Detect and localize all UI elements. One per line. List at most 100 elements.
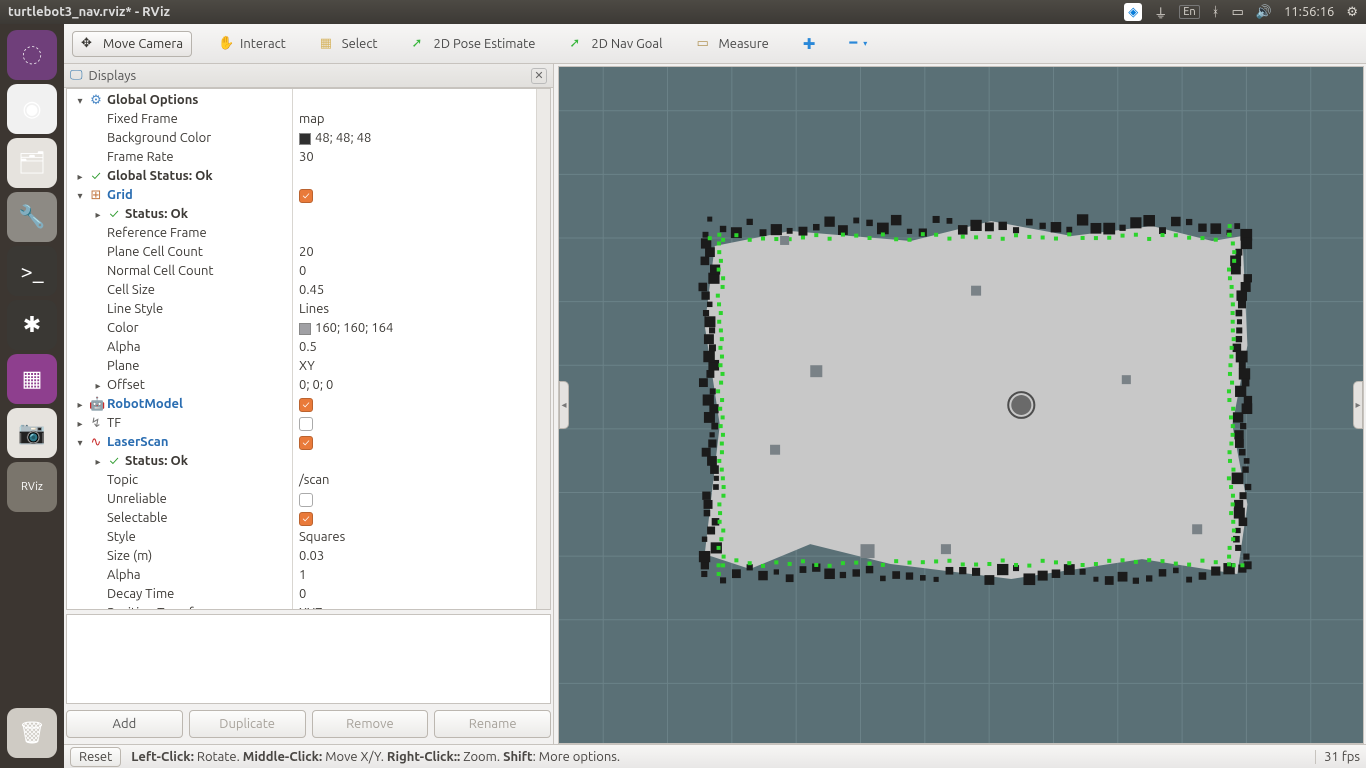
measure-button[interactable]: ▭ Measure <box>688 32 776 56</box>
tree-value[interactable]: 160; 160; 164 <box>293 319 536 338</box>
tree-row[interactable]: Decay Time <box>67 585 292 604</box>
tree-row[interactable]: ▸🤖RobotModel <box>67 395 292 414</box>
tree-row[interactable]: Topic <box>67 471 292 490</box>
tree-row[interactable]: Alpha <box>67 566 292 585</box>
rviz-viewport[interactable]: ◂ ▸ <box>558 66 1364 744</box>
displays-header[interactable]: 🖵 Displays ✕ <box>64 64 553 88</box>
tree-value[interactable] <box>293 91 536 110</box>
tree-row[interactable]: ▸✓Status: Ok <box>67 452 292 471</box>
rename-button[interactable]: Rename <box>434 710 551 738</box>
select-button[interactable]: ▦ Select <box>312 32 386 56</box>
system-menubar: turtlebot3_nav.rviz* - RViz ◈ ⏚ En ᚼ ▭ 🔊… <box>0 0 1366 24</box>
launcher-ubuntu-dash[interactable]: ◌ <box>7 30 57 80</box>
reset-button[interactable]: Reset <box>70 747 121 767</box>
clock[interactable]: 11:56:16 <box>1284 5 1334 19</box>
move-camera-button[interactable]: ✥ Move Camera <box>72 31 192 57</box>
tree-value[interactable]: 0.5 <box>293 338 536 357</box>
left-collapser[interactable]: ◂ <box>559 381 569 429</box>
bluetooth-icon[interactable]: ᚼ <box>1212 5 1220 19</box>
tree-row[interactable]: Normal Cell Count <box>67 262 292 281</box>
tree-value[interactable] <box>293 414 536 433</box>
tree-value[interactable]: ✓ <box>293 509 536 528</box>
measure-icon: ▭ <box>696 36 712 52</box>
viewport-canvas <box>559 67 1363 743</box>
tree-value[interactable]: 48; 48; 48 <box>293 129 536 148</box>
launcher-trash[interactable]: 🗑 <box>7 708 57 758</box>
tree-value[interactable]: 0 <box>293 585 536 604</box>
settings-gear-icon[interactable]: ⚙ <box>1346 5 1358 20</box>
nav-goal-button[interactable]: ➚ 2D Nav Goal <box>561 32 670 56</box>
tree-value[interactable]: ✓ <box>293 433 536 452</box>
tree-row[interactable]: Unreliable <box>67 490 292 509</box>
right-collapser[interactable]: ▸ <box>1353 381 1363 429</box>
tree-value[interactable]: 0.03 <box>293 547 536 566</box>
tree-value[interactable]: 30 <box>293 148 536 167</box>
select-label: Select <box>342 37 378 51</box>
add-tool-button[interactable]: ✚ <box>795 31 824 57</box>
tree-row[interactable]: ▸↯TF <box>67 414 292 433</box>
tree-value[interactable]: XY <box>293 357 536 376</box>
tree-value[interactable]: Lines <box>293 300 536 319</box>
move-camera-label: Move Camera <box>103 37 183 51</box>
add-button[interactable]: Add <box>66 710 183 738</box>
tree-row[interactable]: Selectable <box>67 509 292 528</box>
pose-estimate-button[interactable]: ➚ 2D Pose Estimate <box>404 32 544 56</box>
wifi-icon[interactable]: ⏚ <box>1154 3 1167 22</box>
tree-row[interactable]: Plane Cell Count <box>67 243 292 262</box>
tree-value[interactable]: 20 <box>293 243 536 262</box>
tree-scrollbar[interactable] <box>536 89 550 609</box>
rviz-body: 🖵 Displays ✕ ▾⚙Global OptionsFixed Frame… <box>64 64 1366 744</box>
tree-value[interactable]: map <box>293 110 536 129</box>
tree-row[interactable]: Fixed Frame <box>67 110 292 129</box>
tree-row[interactable]: ▾⊞Grid <box>67 186 292 205</box>
tree-value[interactable]: Squares <box>293 528 536 547</box>
interact-button[interactable]: ✋ Interact <box>210 32 294 56</box>
tree-value[interactable]: /scan <box>293 471 536 490</box>
tree-row[interactable]: Alpha <box>67 338 292 357</box>
tree-value[interactable]: ✓ <box>293 186 536 205</box>
tree-value[interactable]: 0; 0; 0 <box>293 376 536 395</box>
tree-row[interactable]: Frame Rate <box>67 148 292 167</box>
tree-value[interactable]: 0 <box>293 262 536 281</box>
tree-row[interactable]: Style <box>67 528 292 547</box>
tree-value[interactable]: 0.45 <box>293 281 536 300</box>
displays-close-button[interactable]: ✕ <box>531 68 547 84</box>
tree-value[interactable]: ✓ <box>293 395 536 414</box>
tree-value[interactable] <box>293 167 536 186</box>
lang-indicator[interactable]: En <box>1179 5 1199 19</box>
teamviewer-icon[interactable]: ◈ <box>1124 3 1142 21</box>
tree-row[interactable]: Plane <box>67 357 292 376</box>
tree-row[interactable]: Background Color <box>67 129 292 148</box>
launcher-rviz[interactable]: RViz <box>7 462 57 512</box>
tree-value[interactable] <box>293 205 536 224</box>
tree-value[interactable] <box>293 452 536 471</box>
launcher-terminal[interactable]: >_ <box>7 246 57 296</box>
tree-row[interactable]: Reference Frame <box>67 224 292 243</box>
tree-row[interactable]: Line Style <box>67 300 292 319</box>
tree-row[interactable]: ▸✓Global Status: Ok <box>67 167 292 186</box>
tree-value[interactable]: XYZ <box>293 604 536 610</box>
tree-value[interactable] <box>293 224 536 243</box>
launcher-settings[interactable]: 🔧 <box>7 192 57 242</box>
tree-row[interactable]: Size (m) <box>67 547 292 566</box>
tree-row[interactable]: Position Transformer <box>67 604 292 610</box>
duplicate-button[interactable]: Duplicate <box>189 710 306 738</box>
displays-tree[interactable]: ▾⚙Global OptionsFixed FrameBackground Co… <box>66 88 551 610</box>
tree-value[interactable] <box>293 490 536 509</box>
remove-tool-button[interactable]: ━▾ <box>841 32 875 55</box>
tree-row[interactable]: ▾∿LaserScan <box>67 433 292 452</box>
sound-icon[interactable]: 🔊 <box>1256 5 1272 20</box>
tree-value[interactable]: 1 <box>293 566 536 585</box>
launcher-camera[interactable]: 📷 <box>7 408 57 458</box>
tree-row[interactable]: ▸✓Status: Ok <box>67 205 292 224</box>
launcher-keepass[interactable]: ✱ <box>7 300 57 350</box>
tree-row[interactable]: ▸Offset <box>67 376 292 395</box>
launcher-chrome[interactable]: ◉ <box>7 84 57 134</box>
tree-row[interactable]: ▾⚙Global Options <box>67 91 292 110</box>
tree-row[interactable]: Cell Size <box>67 281 292 300</box>
remove-button[interactable]: Remove <box>312 710 429 738</box>
launcher-files[interactable]: 🗂 <box>7 138 57 188</box>
launcher-media[interactable]: ▦ <box>7 354 57 404</box>
battery-icon[interactable]: ▭ <box>1231 5 1243 20</box>
tree-row[interactable]: Color <box>67 319 292 338</box>
